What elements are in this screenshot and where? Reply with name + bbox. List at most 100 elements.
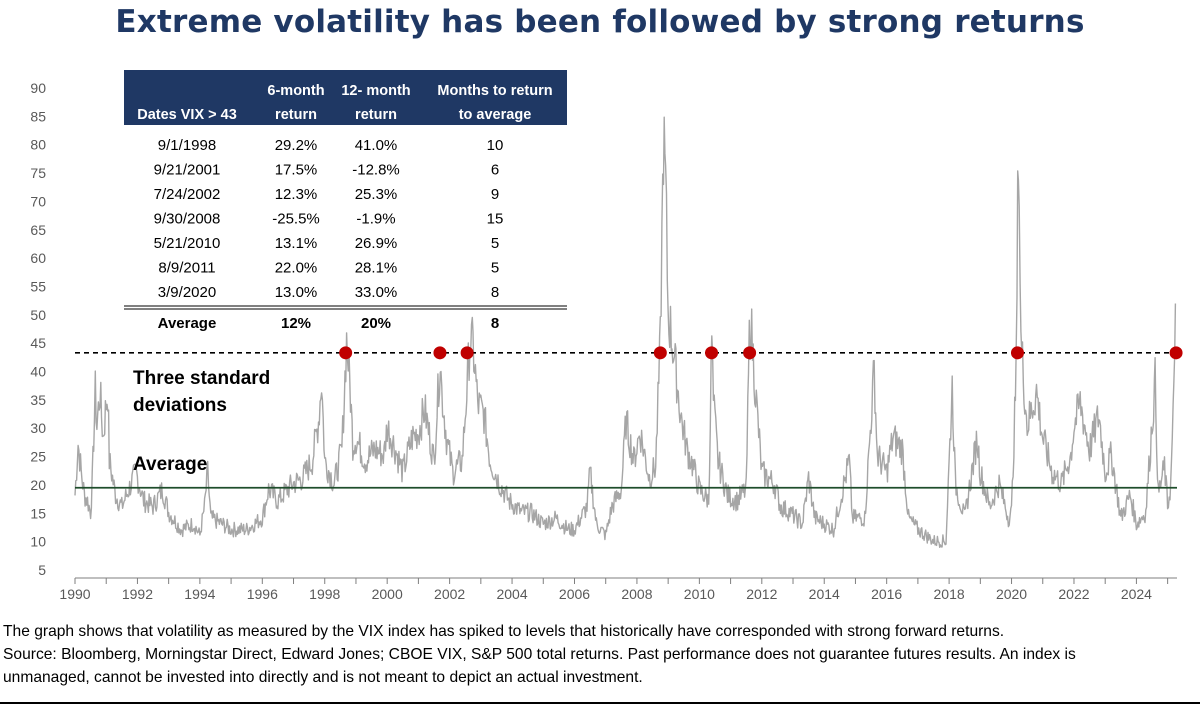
- table-header-1-0: 6-month: [267, 83, 324, 99]
- table-cell-3-1: -25.5%: [272, 211, 320, 228]
- markers: [339, 346, 1183, 360]
- y-tick-label-75: 75: [30, 165, 46, 181]
- three-sd-label-line2: deviations: [133, 395, 227, 416]
- table-header-3-0: Months to return: [437, 83, 552, 99]
- footnote-line-2: Source: Bloomberg, Morningstar Direct, E…: [3, 646, 1076, 663]
- table-cell-5-2: 28.1%: [355, 260, 398, 277]
- table-cell-2-0: 7/24/2002: [154, 186, 221, 203]
- marker-1: [339, 346, 353, 360]
- table-cell-1-3: 6: [491, 162, 499, 179]
- x-tick-label-1996: 1996: [247, 586, 278, 602]
- y-tick-label-85: 85: [30, 108, 46, 124]
- table-cell-6-2: 33.0%: [355, 284, 398, 301]
- x-tick-label-1998: 1998: [309, 586, 340, 602]
- footnote-line-3: unmanaged, cannot be invested into direc…: [3, 669, 643, 686]
- average-label: Average: [133, 454, 207, 475]
- chart-title: Extreme volatility has been followed by …: [115, 4, 1085, 40]
- table-cell-0-0: 9/1/1998: [158, 137, 216, 154]
- x-axis: 1990 1992 1994 1996 1998 2000 2002 2004 2006 2008…: [59, 577, 1177, 602]
- marker-2: [433, 346, 447, 360]
- marker-6: [743, 346, 757, 360]
- table-cell-6-0: 3/9/2020: [158, 284, 216, 301]
- table-header-2-1: return: [355, 107, 397, 123]
- y-tick-label-35: 35: [30, 392, 46, 408]
- table-cell-1-1: 17.5%: [275, 162, 318, 179]
- table-cell-4-3: 5: [491, 235, 499, 252]
- bottom-rule: [0, 702, 1200, 704]
- table-header-1-1: return: [275, 107, 317, 123]
- marker-5: [705, 346, 719, 360]
- table-cell-5-0: 8/9/2011: [158, 260, 215, 277]
- table-cell-3-3: 15: [487, 211, 504, 228]
- y-tick-label-15: 15: [30, 505, 46, 521]
- x-tick-label-2014: 2014: [809, 586, 840, 602]
- y-tick-label-55: 55: [30, 278, 46, 294]
- y-tick-label-70: 70: [30, 193, 46, 209]
- table-footer-0: Average: [158, 315, 217, 332]
- y-tick-label-30: 30: [30, 420, 46, 436]
- marker-7: [1010, 346, 1024, 360]
- table-cell-2-3: 9: [491, 186, 499, 203]
- y-tick-label-25: 25: [30, 449, 46, 465]
- y-tick-label-65: 65: [30, 222, 46, 238]
- table-footer-2: 20%: [361, 315, 391, 332]
- x-tick-label-2012: 2012: [746, 586, 777, 602]
- table-header-bg: [124, 70, 567, 125]
- table-cell-6-1: 13.0%: [275, 284, 318, 301]
- x-tick-label-2016: 2016: [871, 586, 902, 602]
- series-layer: [74, 116, 1177, 548]
- x-tick-label-1992: 1992: [122, 586, 153, 602]
- table-cell-6-3: 8: [491, 284, 499, 301]
- table-header-0-0: Dates VIX > 43: [137, 107, 237, 123]
- table-cell-3-2: -1.9%: [356, 211, 395, 228]
- table-cell-1-2: -12.8%: [352, 162, 400, 179]
- marker-3: [460, 346, 474, 360]
- vix-series-line: [74, 116, 1177, 548]
- x-tick-label-1990: 1990: [59, 586, 90, 602]
- table-footer-1: 12%: [281, 315, 311, 332]
- table-cell-4-0: 5/21/2010: [154, 235, 221, 252]
- table-header-2-0: 12- month: [341, 83, 410, 99]
- table-cell-2-2: 25.3%: [355, 186, 398, 203]
- table-footer-3: 8: [491, 315, 499, 332]
- x-tick-label-2006: 2006: [559, 586, 590, 602]
- returns-table: Dates VIX > 43 6-month return 12- month retu…: [124, 70, 567, 332]
- x-tick-label-2008: 2008: [621, 586, 652, 602]
- y-tick-label-10: 10: [30, 534, 46, 550]
- table-cell-2-1: 12.3%: [275, 186, 318, 203]
- table-cell-5-1: 22.0%: [275, 260, 318, 277]
- y-tick-label-20: 20: [30, 477, 46, 493]
- table-cell-0-3: 10: [487, 137, 504, 154]
- x-tick-label-2024: 2024: [1121, 586, 1152, 602]
- x-tick-label-2022: 2022: [1058, 586, 1089, 602]
- table-cell-1-0: 9/21/2001: [154, 162, 221, 179]
- table-cell-0-2: 41.0%: [355, 137, 398, 154]
- x-tick-label-2004: 2004: [496, 586, 527, 602]
- y-tick-label-40: 40: [30, 364, 46, 380]
- reference-lines: Three standard deviations Average: [75, 352, 1177, 489]
- table-cell-5-3: 5: [491, 260, 499, 277]
- three-sd-label-line1: Three standard: [133, 368, 270, 389]
- table-cell-4-2: 26.9%: [355, 235, 398, 252]
- y-tick-label-5: 5: [38, 562, 46, 578]
- y-tick-label-90: 90: [30, 80, 46, 96]
- marker-4: [653, 346, 667, 360]
- x-tick-label-2002: 2002: [434, 586, 465, 602]
- table-cell-4-1: 13.1%: [275, 235, 318, 252]
- x-tick-label-2010: 2010: [684, 586, 715, 602]
- y-tick-label-60: 60: [30, 250, 46, 266]
- marker-8: [1169, 346, 1183, 360]
- y-tick-label-45: 45: [30, 335, 46, 351]
- footnote-line-1: The graph shows that volatility as measu…: [3, 623, 1005, 640]
- x-tick-label-1994: 1994: [184, 586, 215, 602]
- table-cell-0-1: 29.2%: [275, 137, 318, 154]
- table-header-3-1: to average: [459, 107, 532, 123]
- x-tick-label-2018: 2018: [934, 586, 965, 602]
- x-tick-label-2020: 2020: [996, 586, 1027, 602]
- y-axis-labels: 5 10 15 20 25 30 35 40 45 50 55 60 65 70 75 80 85 90: [30, 80, 46, 578]
- y-tick-label-50: 50: [30, 307, 46, 323]
- x-tick-label-2000: 2000: [372, 586, 403, 602]
- table-cell-3-0: 9/30/2008: [154, 211, 221, 228]
- footnote: The graph shows that volatility as measu…: [3, 620, 1193, 689]
